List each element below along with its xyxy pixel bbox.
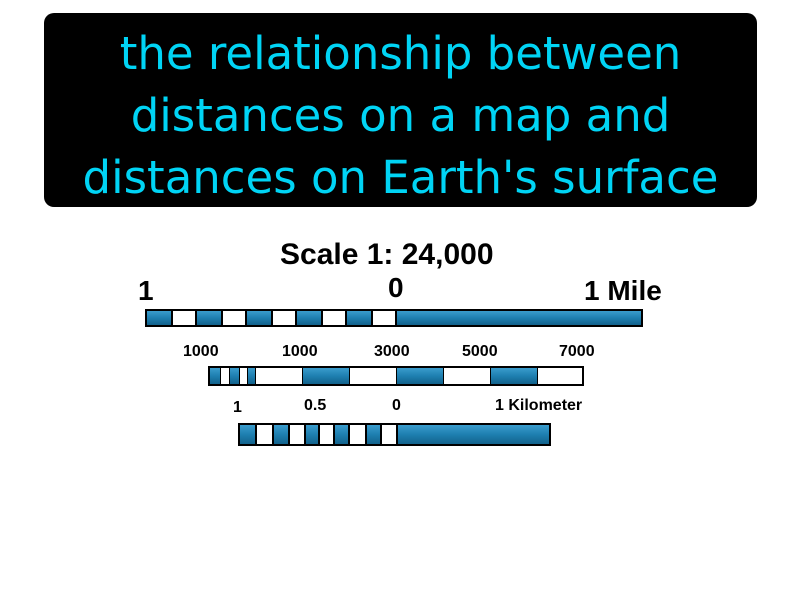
definition-line-1: the relationship between bbox=[119, 27, 682, 80]
feet-scale-bar bbox=[208, 366, 584, 386]
feet-label-4: 5000 bbox=[462, 343, 498, 360]
definition-line-2: distances on a map and bbox=[130, 89, 671, 142]
feet-label-5: 7000 bbox=[559, 343, 595, 360]
mile-scale-bar bbox=[145, 309, 643, 327]
km-right-label: 1 Kilometer bbox=[495, 397, 583, 414]
km-half-label: 0.5 bbox=[304, 397, 327, 414]
scale-title: Scale 1: 24,000 bbox=[280, 238, 494, 271]
definition-text: the relationship between distances on a … bbox=[44, 23, 757, 209]
mile-zero-label: 0 bbox=[388, 272, 404, 303]
km-left-label: 1 bbox=[233, 399, 242, 416]
km-scale-bar bbox=[238, 423, 551, 446]
mile-right-label: 1 Mile bbox=[584, 275, 662, 306]
feet-label-3: 3000 bbox=[374, 343, 410, 360]
definition-box: the relationship between distances on a … bbox=[44, 13, 757, 207]
feet-label-1: 1000 bbox=[183, 343, 219, 360]
mile-left-label: 1 bbox=[138, 275, 154, 306]
feet-label-2: 1000 bbox=[282, 343, 318, 360]
km-zero-label: 0 bbox=[392, 397, 401, 414]
definition-line-3: distances on Earth's surface bbox=[82, 151, 719, 204]
